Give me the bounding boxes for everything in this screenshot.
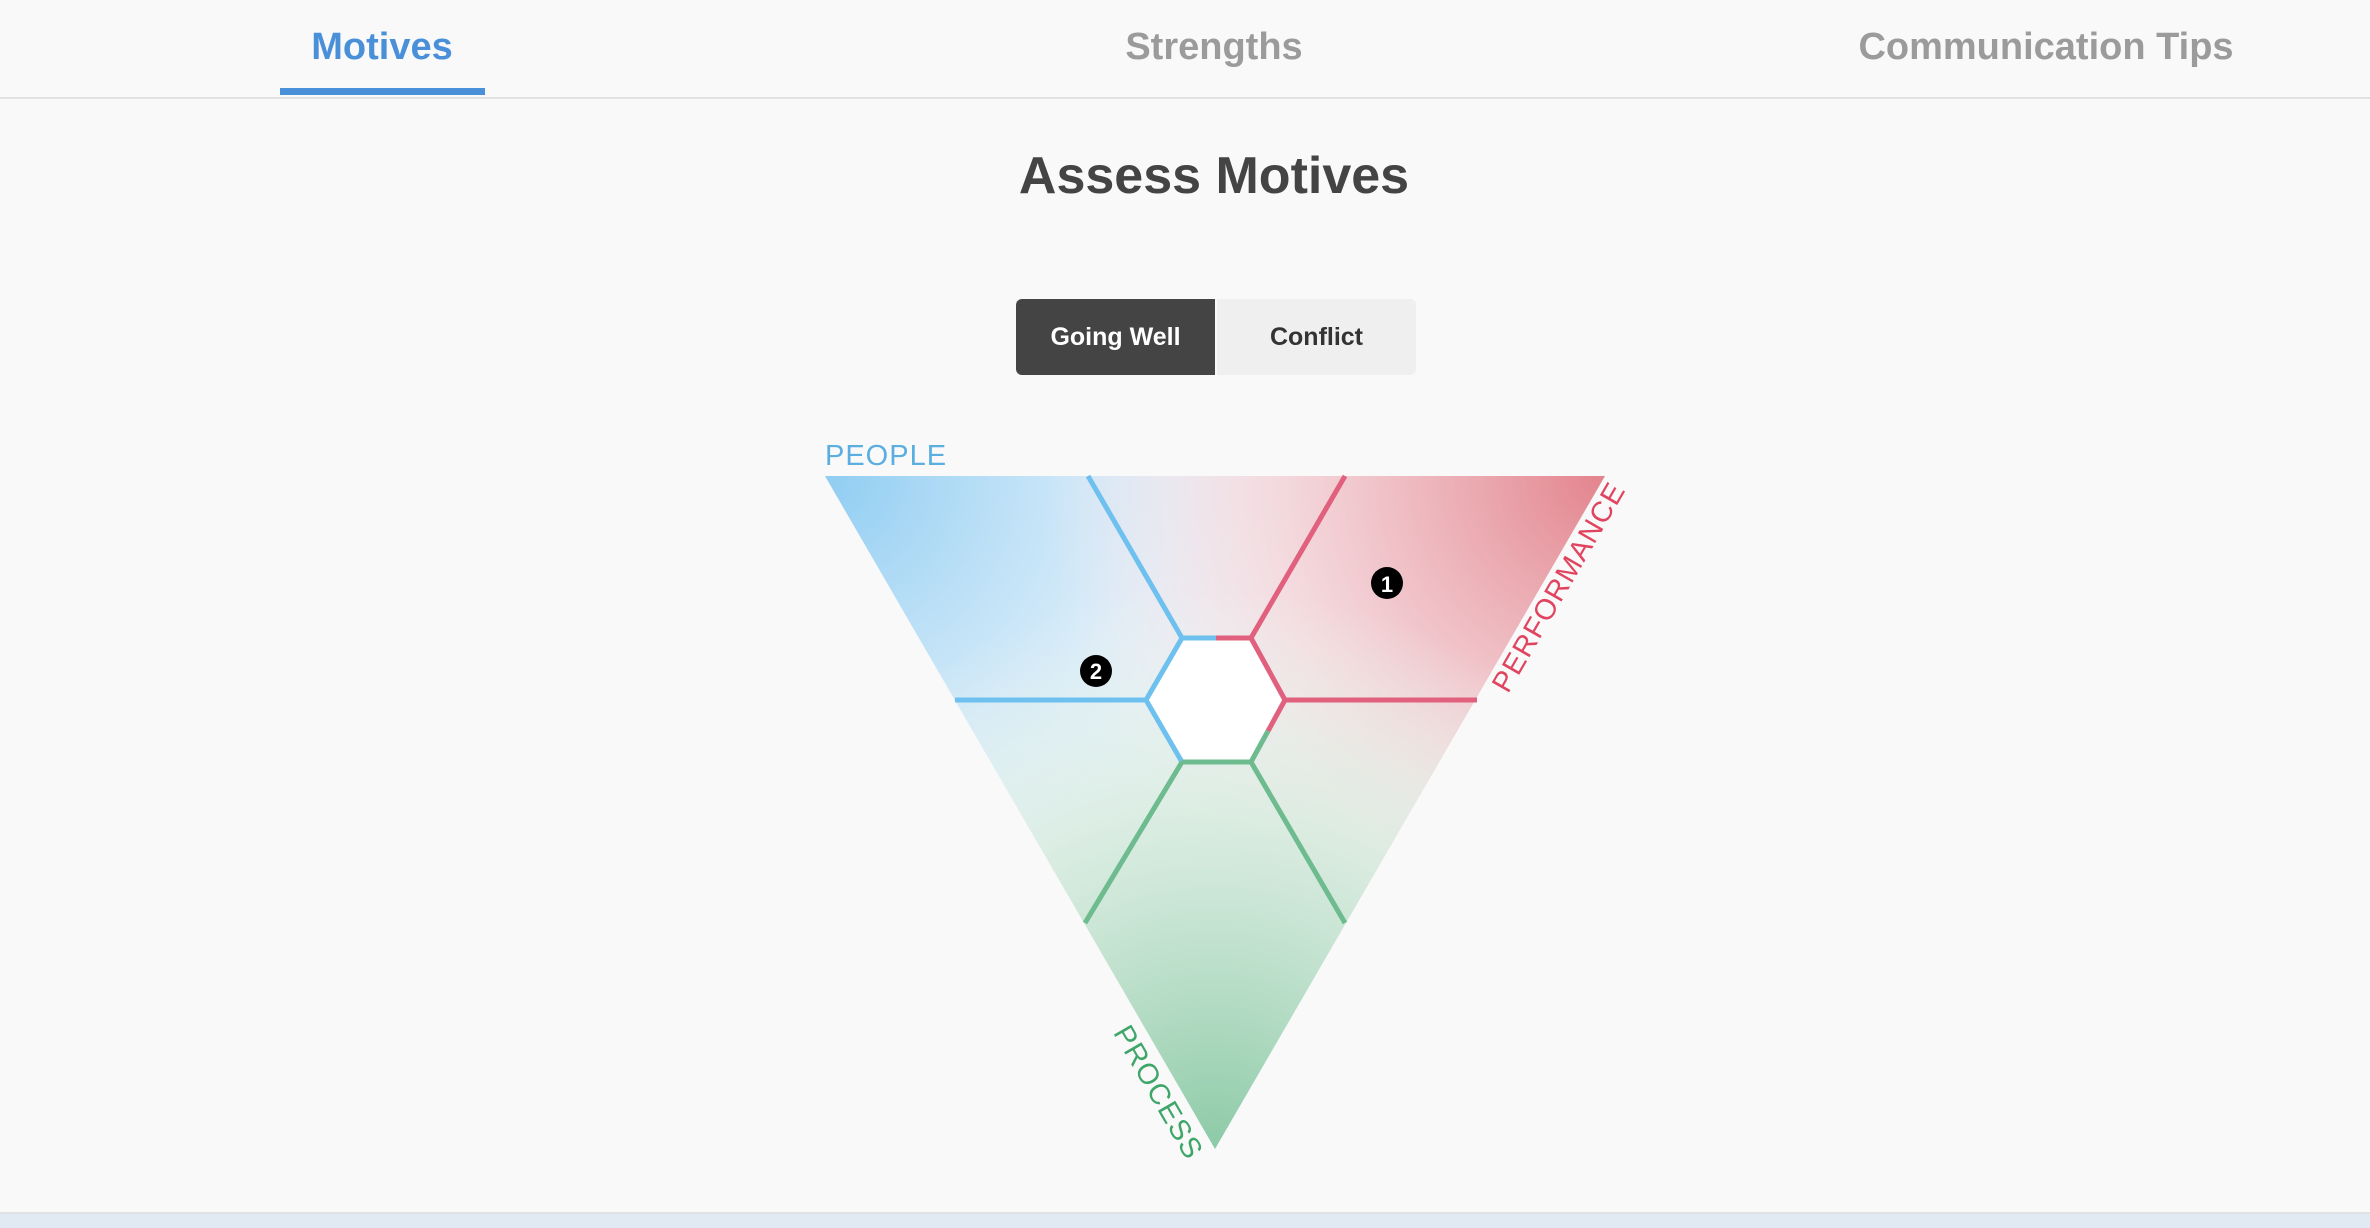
marker-2[interactable]: 2 bbox=[1080, 655, 1112, 687]
process-region[interactable] bbox=[800, 460, 1630, 1160]
active-tab-indicator bbox=[280, 88, 485, 95]
divider-line bbox=[1248, 760, 1348, 925]
marker-1[interactable]: 1 bbox=[1371, 567, 1403, 599]
going-well-button[interactable]: Going Well bbox=[1016, 299, 1215, 375]
divider-line bbox=[1085, 474, 1185, 640]
tab-motives[interactable]: Motives bbox=[311, 26, 453, 68]
divider-line bbox=[1082, 760, 1185, 925]
tab-bar: Motives Strengths Communication Tips bbox=[0, 0, 2370, 99]
center-hexagon bbox=[1146, 638, 1285, 762]
marker-2-label: 2 bbox=[1090, 659, 1102, 684]
going-well-conflict-toggle: Going Well Conflict bbox=[1016, 299, 1416, 375]
hexagon-edge-people bbox=[1143, 635, 1216, 764]
marker-1-label: 1 bbox=[1381, 572, 1393, 597]
tab-strengths[interactable]: Strengths bbox=[1125, 26, 1303, 68]
people-label: PEOPLE bbox=[825, 440, 947, 472]
hexagon-edge-performance bbox=[1216, 635, 1288, 733]
next-section-strip bbox=[0, 1212, 2370, 1228]
tab-communication-tips[interactable]: Communication Tips bbox=[1858, 26, 2234, 68]
page-title: Assess Motives bbox=[1018, 147, 1410, 205]
divider-line bbox=[1248, 474, 1348, 640]
conflict-button[interactable]: Conflict bbox=[1215, 299, 1416, 375]
